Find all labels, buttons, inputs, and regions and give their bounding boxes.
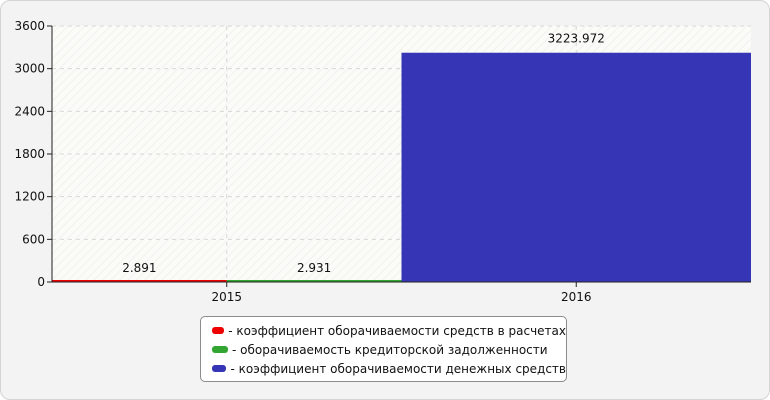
- legend-swatch-series-1: [212, 327, 225, 334]
- y-tick-label: 600: [22, 232, 45, 246]
- legend-item-series-3: - коэффициент оборачиваемости денежных с…: [212, 359, 566, 378]
- data-label-series-2: 2.931: [297, 261, 331, 275]
- legend-label-series-2: оборачиваемость кредиторской задолженнос…: [240, 342, 548, 357]
- legend-item-series-2: - оборачиваемость кредиторской задолженн…: [212, 340, 566, 359]
- data-label-series-3: 3223.972: [548, 32, 605, 46]
- data-label-series-1: 2.891: [122, 261, 156, 275]
- legend-prefix: -: [230, 361, 235, 376]
- legend-label-series-1: коэффициент оборачиваемости средств в ра…: [236, 323, 566, 338]
- legend-swatch-series-2: [212, 346, 228, 353]
- bar-series-1-2015: [52, 280, 227, 282]
- legend-swatch-series-3: [212, 365, 227, 372]
- y-tick-label: 3600: [14, 19, 45, 33]
- y-tick-label: 1200: [14, 190, 45, 204]
- legend-prefix: -: [232, 342, 237, 357]
- y-tick-label: 2400: [14, 104, 45, 118]
- data-labels: 2.891 2.931 3223.972: [122, 32, 605, 275]
- bar-series-3-2016: [401, 52, 751, 282]
- legend: - коэффициент оборачиваемости средств в …: [200, 316, 567, 382]
- legend-item-series-1: - коэффициент оборачиваемости средств в …: [212, 321, 566, 340]
- y-tick-label: 1800: [14, 147, 45, 161]
- legend-prefix: -: [228, 323, 233, 338]
- y-tick-label: 3000: [14, 62, 45, 76]
- legend-label-series-3: коэффициент оборачиваемости денежных сре…: [238, 361, 566, 376]
- bar-series-2-2015: [226, 280, 402, 282]
- x-tick-label: 2016: [561, 290, 592, 304]
- x-tick-label: 2015: [211, 290, 242, 304]
- y-tick-label: 0: [37, 275, 45, 289]
- axes: 0 600 1200 1800 2400 3000 3600 2015 2016: [14, 19, 751, 304]
- bars: [52, 52, 751, 282]
